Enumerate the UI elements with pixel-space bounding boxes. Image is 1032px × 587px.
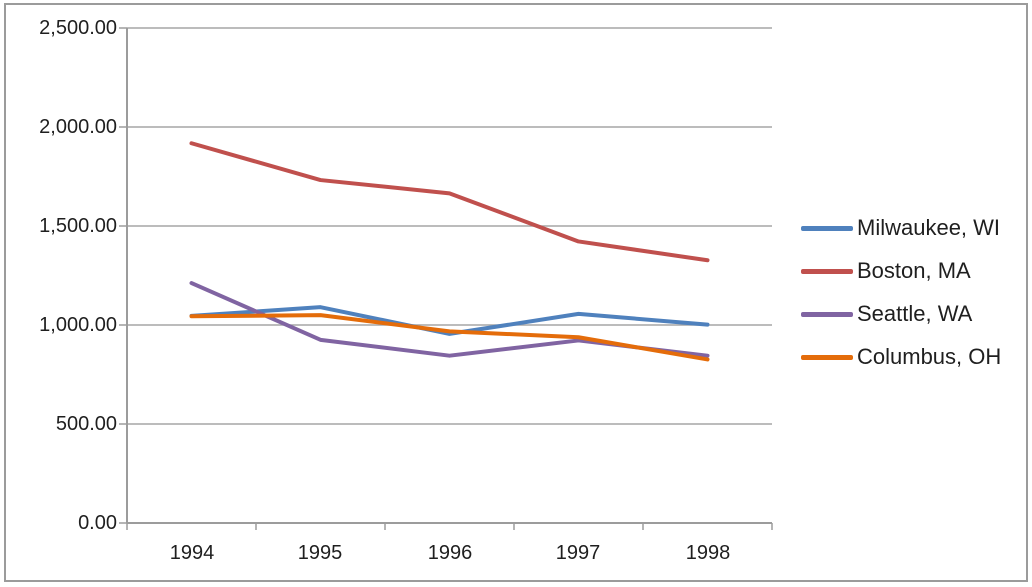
legend-line-swatch — [801, 268, 853, 274]
legend-line-swatch — [801, 225, 853, 231]
legend-item: Seattle, WA — [801, 301, 972, 327]
series-line-boston-ma — [189, 141, 710, 263]
y-axis-tick-label: 0.00 — [78, 512, 117, 534]
legend-item: Columbus, OH — [801, 344, 1001, 370]
x-axis-tick-label: 1996 — [427, 542, 473, 564]
x-axis-tick-label: 1998 — [685, 542, 731, 564]
y-axis-tick-label: 500.00 — [55, 413, 117, 435]
y-axis-tick-label: 2,000.00 — [39, 116, 117, 138]
legend-label: Boston, MA — [857, 258, 971, 283]
legend-item: Milwaukee, WI — [801, 215, 1000, 241]
x-axis-tick-label: 1997 — [555, 542, 601, 564]
x-axis-tick-label: 1994 — [169, 542, 215, 564]
legend-item: Boston, MA — [801, 258, 971, 284]
y-axis-tick-label: 2,500.00 — [39, 17, 117, 39]
legend-label: Seattle, WA — [857, 301, 973, 326]
series-line-columbus-oh — [189, 313, 710, 362]
legend-label: Columbus, OH — [857, 344, 1002, 369]
legend-line-swatch — [801, 311, 853, 317]
series-line-milwaukee-wi — [189, 305, 710, 336]
y-axis-tick-label: 1,000.00 — [39, 314, 117, 336]
x-axis-tick-label: 1995 — [297, 542, 343, 564]
legend-line-swatch — [801, 354, 853, 360]
legend-label: Milwaukee, WI — [857, 215, 1001, 240]
y-axis-tick-label: 1,500.00 — [39, 215, 117, 237]
